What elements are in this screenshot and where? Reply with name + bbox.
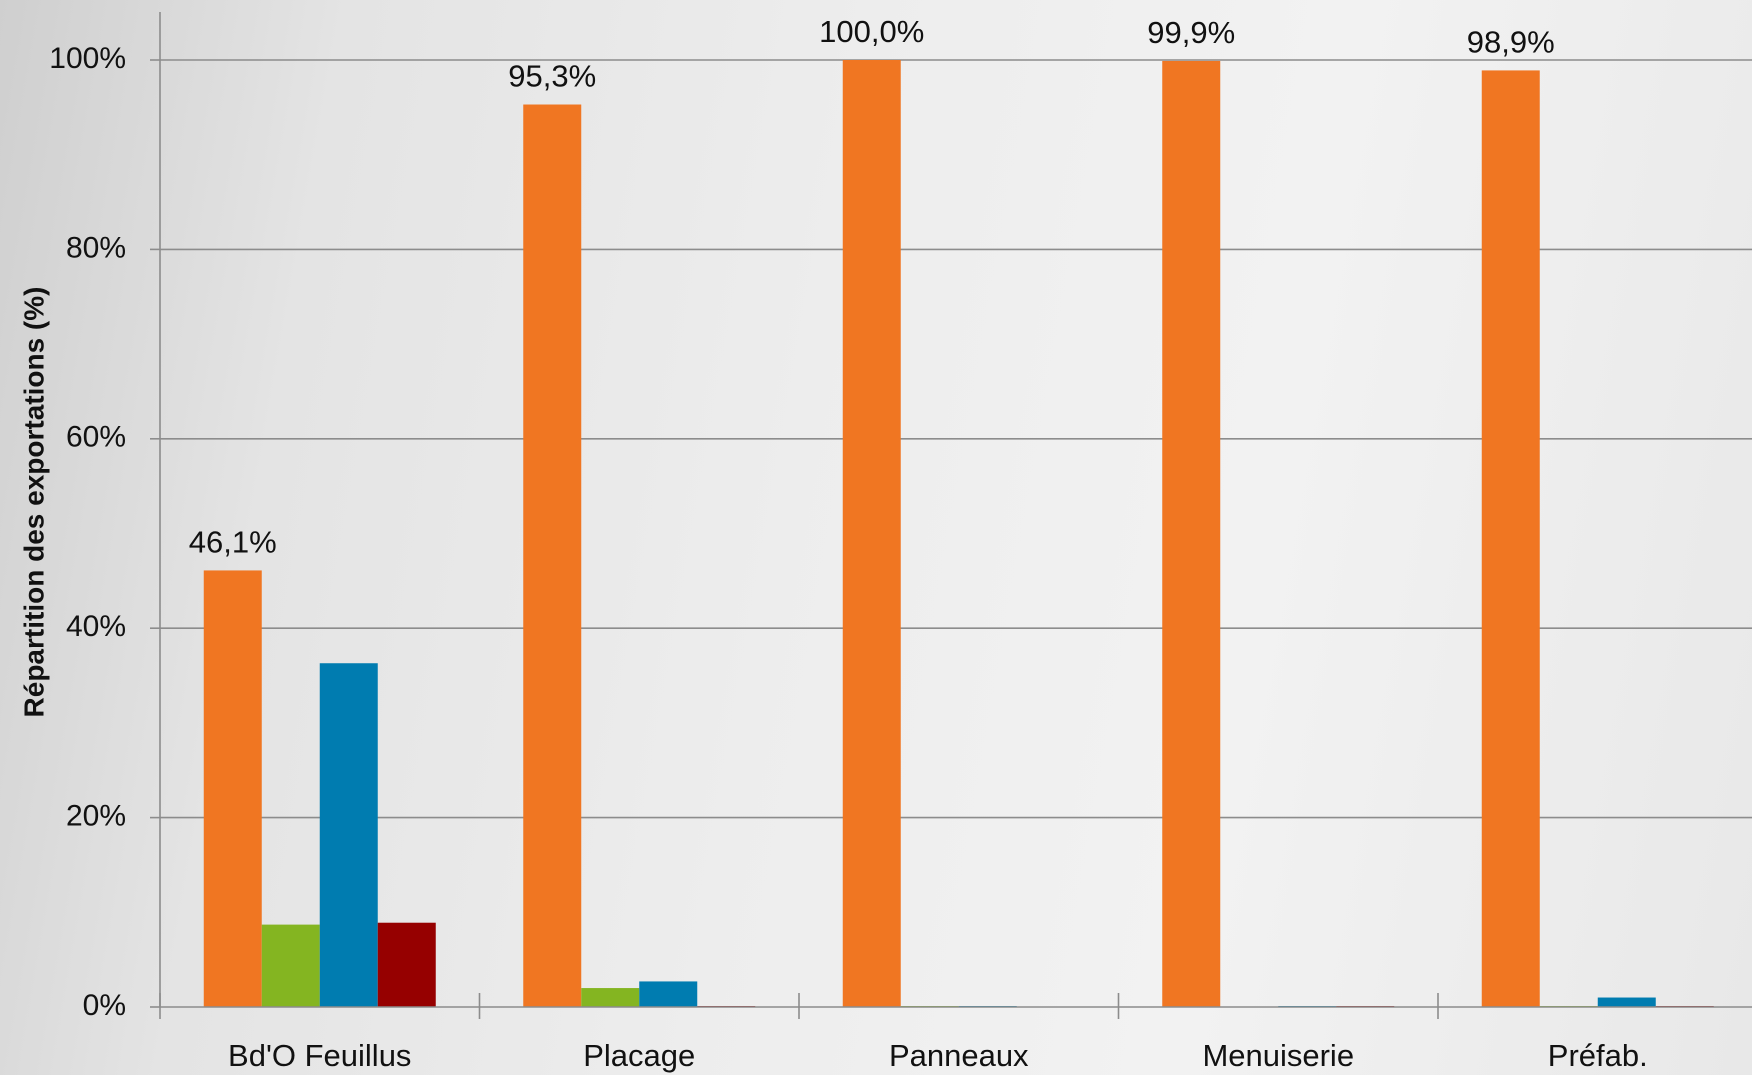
data-label: 95,3% <box>508 59 596 94</box>
y-tick-label: 60% <box>66 421 126 454</box>
bar <box>377 922 436 1007</box>
x-tick-label: Panneaux <box>889 1038 1029 1073</box>
y-tick-label: 100% <box>49 42 126 75</box>
x-tick-label: Bd'O Feuillus <box>228 1038 411 1073</box>
labels: 0% 20% 40% 60% 80% 100% 46,1% Bd'O Feuillus 95,3… <box>49 14 1647 1073</box>
axes <box>150 12 1752 1019</box>
data-label: 98,9% <box>1467 24 1555 59</box>
bars <box>203 60 1714 1008</box>
bar <box>842 60 901 1007</box>
bar <box>203 570 262 1007</box>
bar <box>261 924 320 1007</box>
bar <box>639 981 698 1007</box>
y-tick-label: 0% <box>83 989 126 1022</box>
data-label: 100,0% <box>819 14 924 49</box>
bar <box>1597 997 1656 1007</box>
bar <box>1481 70 1540 1008</box>
bar <box>319 663 378 1007</box>
y-tick-label: 20% <box>66 800 126 833</box>
x-tick-label: Placage <box>583 1038 695 1073</box>
y-axis-title: Répartition des exportations (%) <box>18 287 49 718</box>
y-tick-label: 80% <box>66 231 126 264</box>
bar <box>581 988 640 1007</box>
x-tick-label: Préfab. <box>1548 1038 1648 1073</box>
bar <box>1162 60 1221 1007</box>
x-tick-label: Menuiserie <box>1202 1038 1354 1073</box>
y-tick-label: 40% <box>66 610 126 643</box>
data-label: 46,1% <box>189 524 277 559</box>
bar <box>523 104 582 1007</box>
data-label: 99,9% <box>1147 15 1235 50</box>
